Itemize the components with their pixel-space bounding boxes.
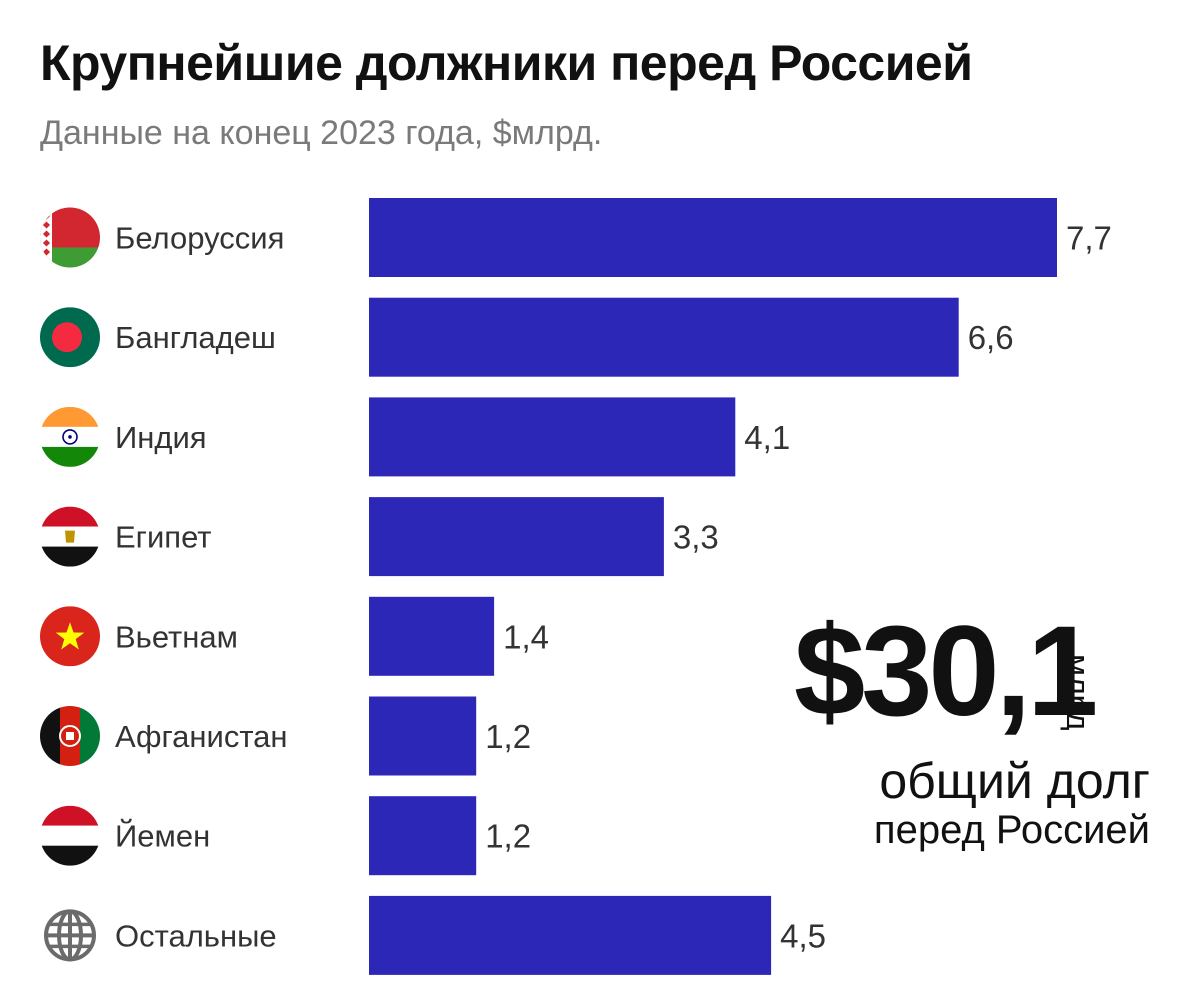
category-label: Йемен <box>115 818 210 854</box>
value-label: 1,2 <box>485 718 531 755</box>
bar <box>369 397 736 477</box>
afghanistan-flag-icon <box>40 706 100 766</box>
category-label: Афганистан <box>115 719 288 754</box>
vietnam-flag-icon <box>40 606 100 667</box>
bar <box>369 497 664 577</box>
globe-icon <box>44 909 96 962</box>
egypt-flag-icon <box>40 506 100 567</box>
value-label: 1,2 <box>485 818 531 855</box>
value-label: 1,4 <box>503 618 549 655</box>
bar <box>369 696 477 776</box>
value-label: 6,6 <box>968 319 1014 356</box>
category-label: Бангладеш <box>115 320 276 355</box>
category-label: Белоруссия <box>115 221 284 256</box>
category-label: Вьетнам <box>115 619 238 654</box>
total-debt-amount: $30,1 <box>794 600 1098 743</box>
total-caption-line2: перед Россией <box>873 808 1150 852</box>
value-label: 4,1 <box>744 419 790 456</box>
total-caption-line1: общий долг <box>879 753 1150 809</box>
category-label: Остальные <box>115 918 277 953</box>
yemen-flag-icon <box>40 805 100 866</box>
bangladesh-flag-icon <box>40 307 100 368</box>
chart-subtitle: Данные на конец 2023 года, $млрд. <box>40 114 603 152</box>
bar <box>369 297 959 377</box>
bar <box>369 796 477 876</box>
value-label: 4,5 <box>780 917 826 954</box>
value-label: 7,7 <box>1066 220 1112 257</box>
bar <box>369 596 495 676</box>
bar <box>369 198 1057 277</box>
total-debt-callout: $30,1 млрд общий долг перед Россией <box>790 600 1170 862</box>
bar <box>369 895 772 975</box>
category-label: Индия <box>115 420 207 455</box>
belarus-flag-icon <box>40 207 100 268</box>
chart-title: Крупнейшие должники перед Россией <box>40 35 973 91</box>
total-debt-unit: млрд <box>1060 654 1096 731</box>
india-flag-icon <box>40 406 100 467</box>
category-label: Египет <box>115 520 212 555</box>
total-debt-caption: общий долг перед Россией <box>790 754 1150 852</box>
value-label: 3,3 <box>673 519 719 556</box>
